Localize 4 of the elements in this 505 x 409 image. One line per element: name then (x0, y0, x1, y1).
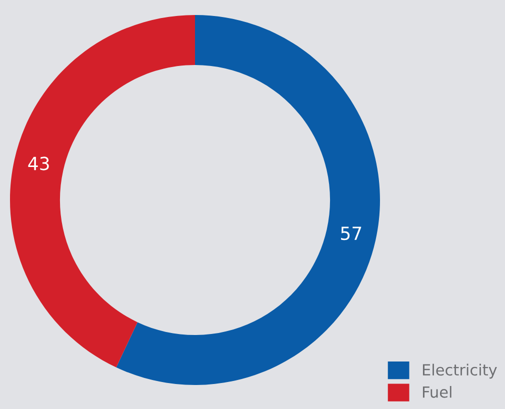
data-label: 57 (341, 226, 362, 240)
data-label: 43 (28, 156, 49, 170)
legend-label: Fuel (422, 386, 452, 398)
legend-label: Electricity (422, 364, 497, 379)
